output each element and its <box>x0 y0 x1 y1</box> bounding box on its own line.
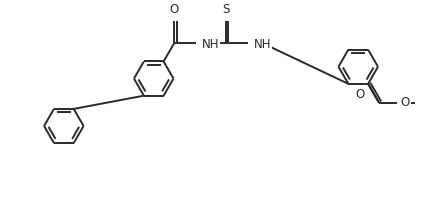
Text: NH: NH <box>253 38 271 51</box>
Text: NH: NH <box>202 38 220 51</box>
Text: O: O <box>170 3 179 16</box>
Text: O: O <box>355 88 364 101</box>
Text: S: S <box>222 3 229 16</box>
Text: O: O <box>401 96 410 109</box>
